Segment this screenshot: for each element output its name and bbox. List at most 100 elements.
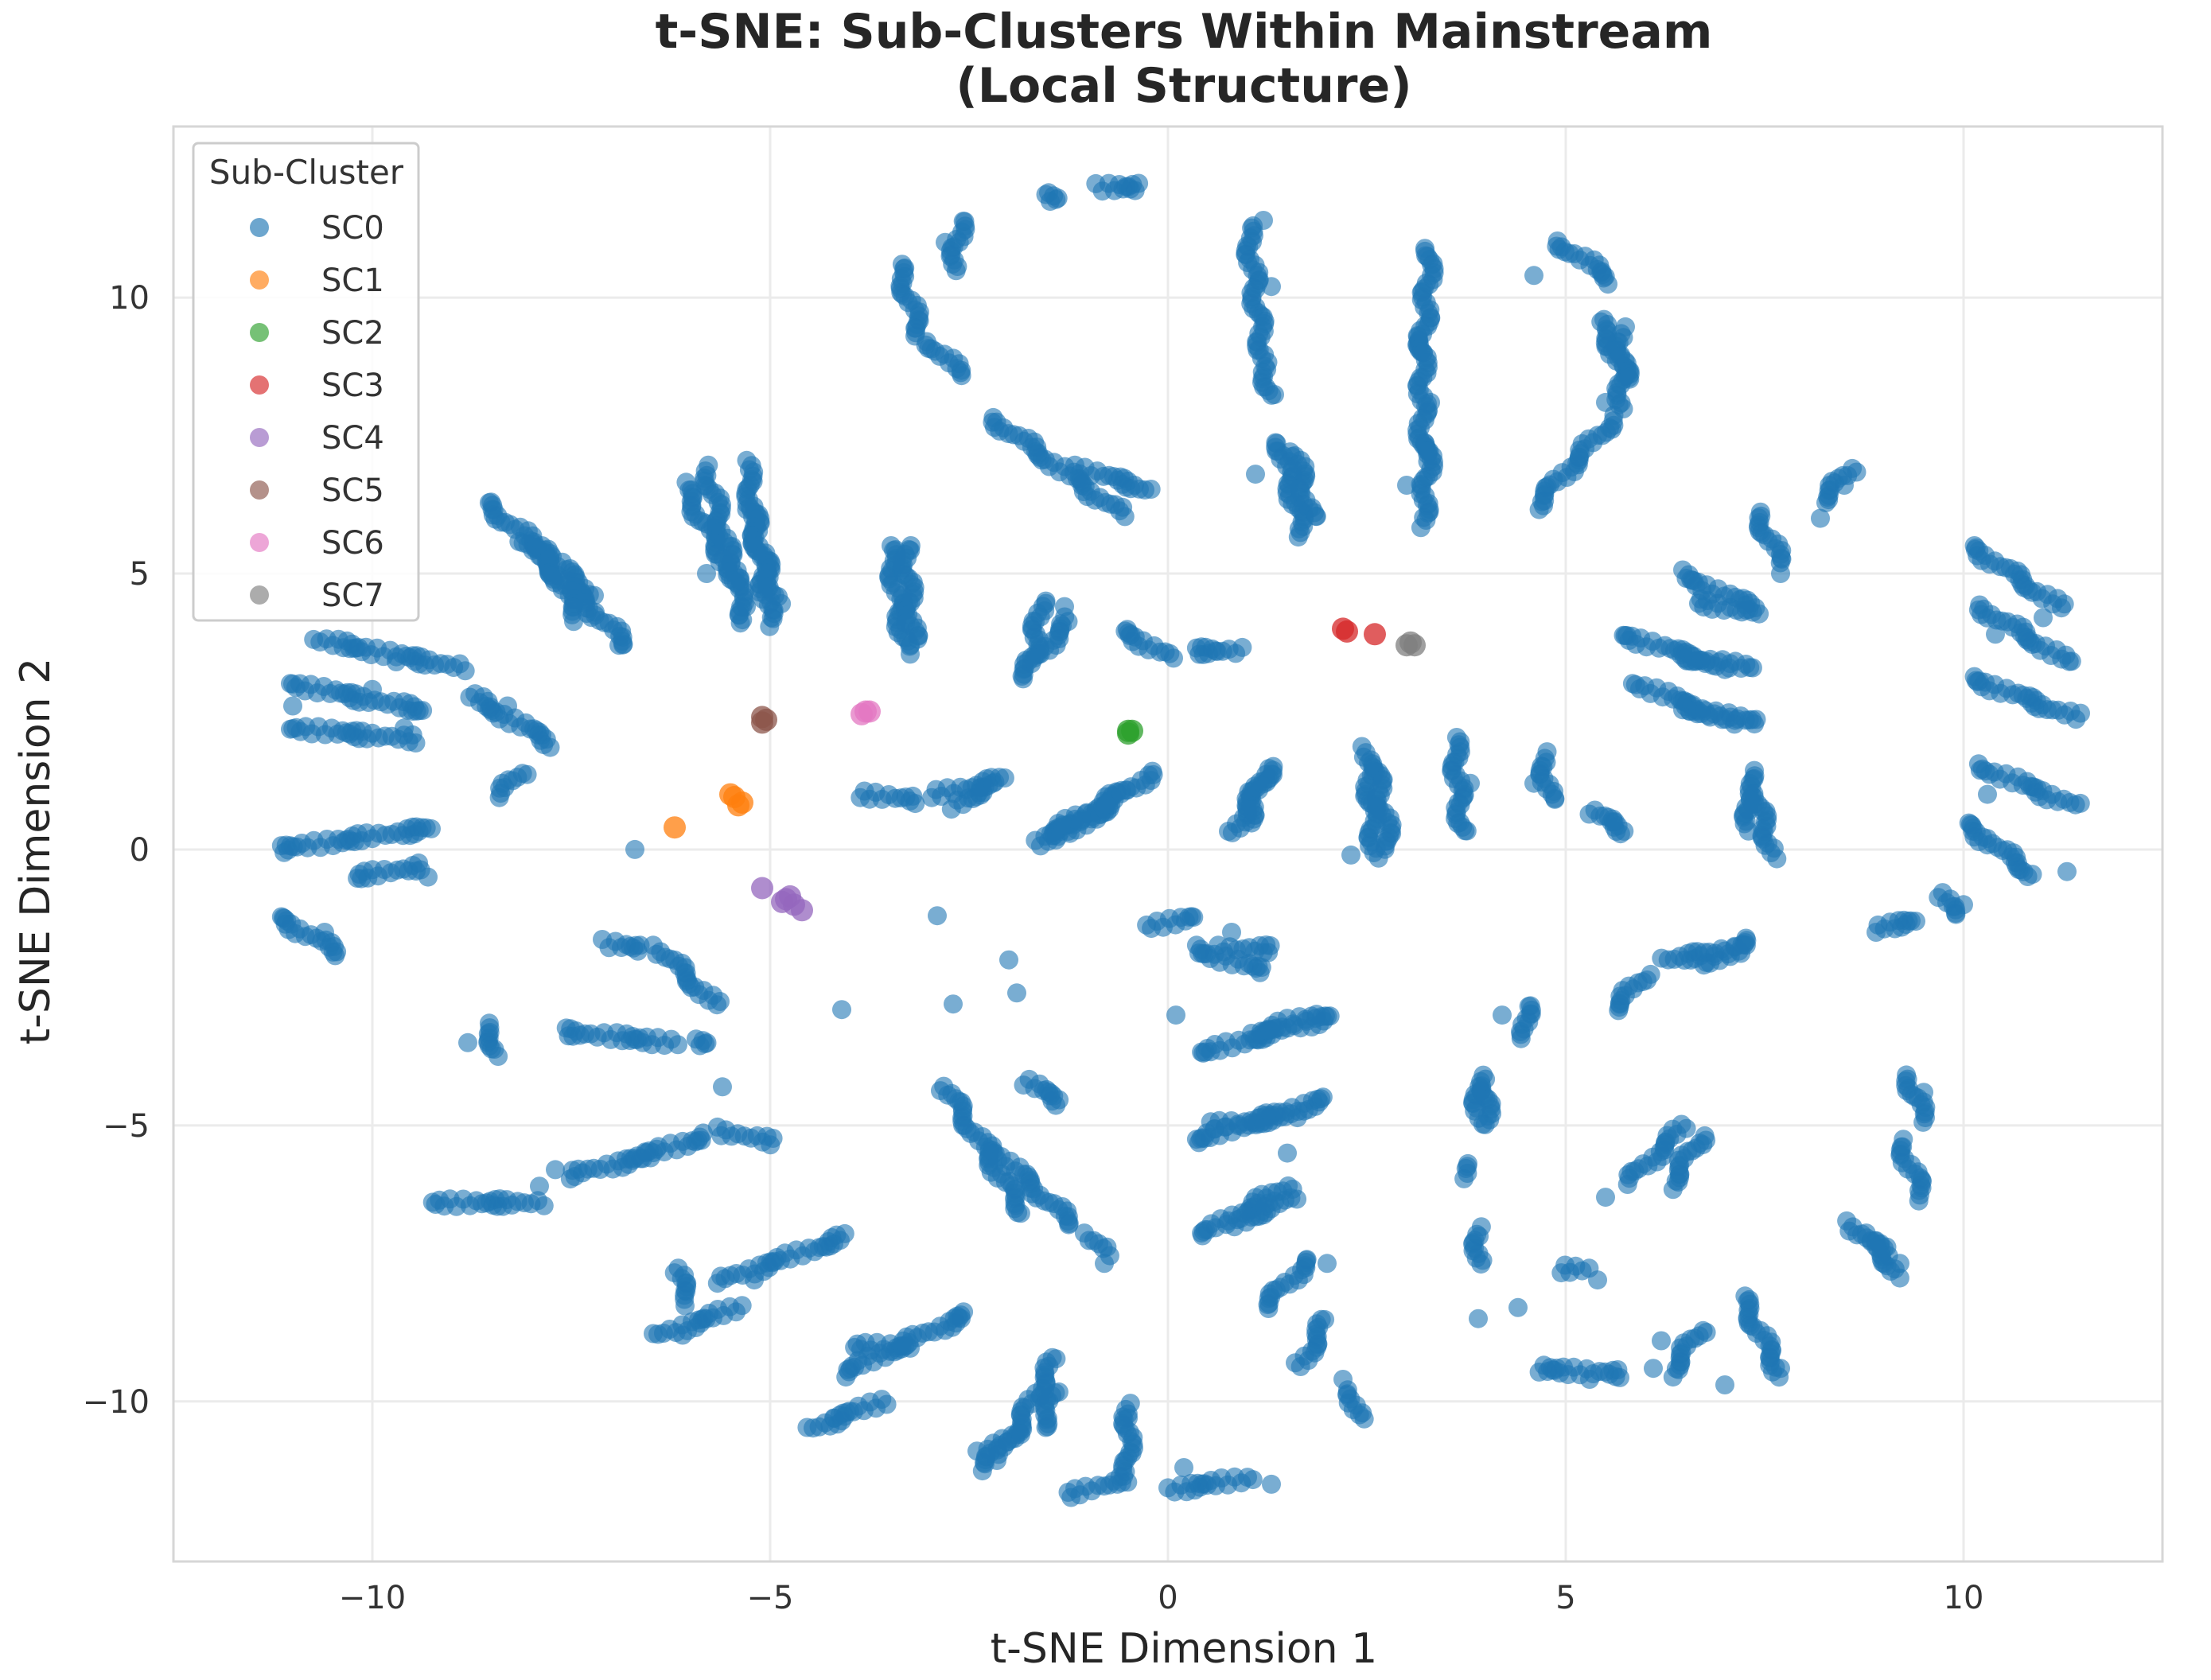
legend-marker-sc2 [250,323,269,342]
series-sc0 [271,173,2090,1507]
data-point [928,906,947,926]
data-point [534,1196,554,1215]
data-point [763,1129,783,1148]
data-point [2054,594,2074,614]
data-point [1288,527,1308,547]
x-tick-label: 10 [1944,1580,1984,1616]
legend-box [192,142,420,622]
data-point [832,1000,851,1020]
data-point [675,1296,695,1316]
data-point [772,593,792,613]
data-point [1262,1474,1281,1494]
chart-title-line2: (Local Structure) [956,58,1411,114]
data-point [1493,1005,1512,1025]
data-point [1143,764,1163,784]
data-point [697,1033,717,1052]
data-point [1376,836,1395,856]
data-point [1742,658,1762,678]
data-point [1978,784,1997,804]
legend-marker-sc7 [250,585,269,605]
y-tick-label: 0 [130,832,150,869]
data-point [363,679,382,699]
data-point [1164,648,1183,668]
data-point [710,992,730,1011]
data-point [2057,861,2077,881]
data-point [1222,923,1241,942]
data-point [1246,465,1265,484]
y-tick-label: 10 [109,280,150,317]
legend-label-sc0: SC0 [321,210,384,247]
data-point [1746,710,1766,729]
data-point [283,696,302,716]
data-point [315,923,334,942]
data-point [1012,667,1032,686]
data-point [1049,1090,1069,1110]
data-point [697,564,716,583]
legend-marker-sc3 [250,375,269,395]
data-point [1232,637,1252,657]
data-point [1511,1029,1531,1048]
data-point [1039,183,1058,203]
data-point [1315,1309,1335,1329]
data-point [630,935,650,955]
data-point [668,1035,687,1055]
data-point [1336,620,1358,643]
data-point [564,612,583,632]
data-point [1457,821,1477,841]
data-point [760,616,780,636]
data-point [1610,1367,1629,1387]
data-point [1119,1408,1138,1428]
data-point [1059,1214,1079,1234]
data-point [327,942,347,962]
data-point [1890,1254,1909,1274]
legend-label-sc3: SC3 [321,368,384,404]
data-point [983,773,1002,793]
data-point [1265,385,1284,404]
data-point [1259,759,1279,779]
data-point [2061,651,2081,671]
data-point [1676,1118,1696,1138]
data-point [517,764,537,784]
data-point [737,597,756,616]
data-point [1835,476,1854,495]
data-point [2022,865,2042,885]
data-point [1206,641,1225,661]
scatter-points [271,173,2090,1507]
data-point [771,890,793,913]
data-point [1243,1470,1263,1490]
data-point [1115,507,1135,527]
legend-marker-sc0 [250,218,269,237]
data-point [1454,1169,1474,1188]
data-point [1644,1359,1663,1379]
data-point [1095,1254,1114,1274]
data-point [1141,480,1161,499]
data-point [1736,935,1756,955]
data-point [1524,266,1543,286]
data-point [1737,601,1756,620]
data-point [1986,624,2005,644]
data-point [1306,1005,1326,1025]
legend-label-sc2: SC2 [321,315,384,352]
data-point [896,613,915,633]
data-point [877,1394,897,1414]
data-point [1771,564,1790,583]
data-point [1461,773,1480,793]
data-point [1909,1191,1929,1211]
data-point [673,1325,692,1345]
data-point [609,636,629,655]
data-point [1616,317,1635,336]
data-point [936,232,955,252]
data-point [2070,793,2090,813]
data-point [901,1338,920,1358]
data-point [1046,1349,1066,1369]
data-point [2071,703,2090,723]
data-point [1588,1270,1607,1290]
data-point [1867,1237,1886,1257]
data-point [1010,1204,1030,1223]
legend: Sub-Cluster SC0 SC1 SC2 SC3 SC4 SC5 SC6 SC7 [192,142,420,622]
data-point [1580,1370,1599,1389]
data-point [948,257,967,276]
data-point [1007,983,1026,1003]
data-point [1260,935,1280,955]
data-point [1397,476,1416,495]
